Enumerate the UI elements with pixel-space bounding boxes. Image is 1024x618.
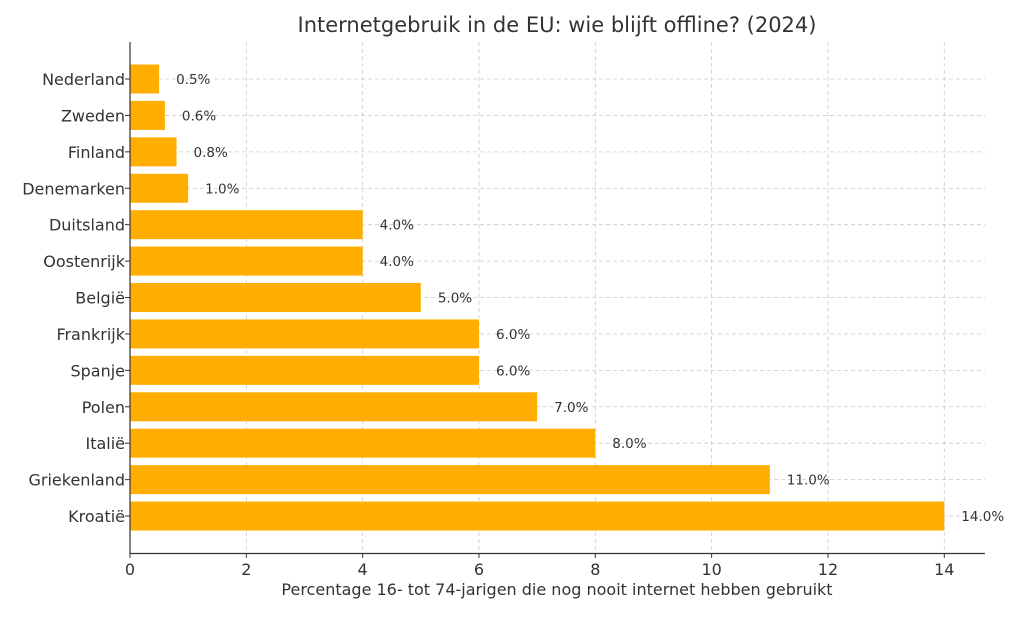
data-label: 8.0%	[612, 436, 646, 452]
bar-nederland	[130, 64, 160, 94]
data-label: 6.0%	[496, 363, 530, 379]
data-label: 6.0%	[496, 327, 530, 343]
y-tick-label: België	[75, 289, 125, 308]
bar-griekenland	[130, 465, 770, 495]
data-label: 7.0%	[554, 400, 588, 416]
data-label: 1.0%	[205, 181, 239, 197]
data-label: 0.5%	[176, 72, 210, 88]
y-tick-label: Nederland	[42, 70, 125, 89]
y-tick-label: Duitsland	[49, 216, 125, 235]
data-label: 0.8%	[194, 145, 228, 161]
x-axis-label: Percentage 16- tot 74-jarigen die nog no…	[281, 580, 832, 599]
y-tick-label: Polen	[82, 398, 125, 417]
bar-zweden	[130, 100, 165, 130]
bar-finland	[130, 137, 177, 167]
bar-spanje	[130, 355, 479, 385]
data-label: 11.0%	[787, 473, 830, 489]
data-label: 4.0%	[380, 218, 414, 234]
y-tick-label: Kroatië	[68, 507, 125, 526]
bar-belgië	[130, 283, 421, 313]
y-tick-label: Frankrijk	[56, 325, 125, 344]
y-tick-label: Finland	[68, 143, 125, 162]
data-label: 4.0%	[380, 254, 414, 270]
bar-frankrijk	[130, 319, 479, 349]
bar-kroatië	[130, 501, 945, 531]
data-label: 5.0%	[438, 291, 472, 307]
x-tick-label: 12	[818, 560, 838, 579]
bar-oostenrijk	[130, 246, 363, 276]
y-tick-label: Spanje	[70, 361, 125, 380]
x-tick-label: 2	[241, 560, 251, 579]
x-tick-label: 6	[474, 560, 484, 579]
bar-italië	[130, 428, 596, 458]
data-label: 0.6%	[182, 108, 216, 124]
chart-title: Internetgebruik in de EU: wie blijft off…	[298, 13, 817, 37]
x-tick-label: 0	[125, 560, 135, 579]
y-tick-label: Denemarken	[22, 179, 125, 198]
y-tick-label: Zweden	[61, 106, 125, 125]
y-tick-label: Oostenrijk	[43, 252, 125, 271]
bar-denemarken	[130, 173, 189, 203]
x-tick-label: 10	[701, 560, 721, 579]
x-tick-label: 8	[590, 560, 600, 579]
y-tick-label: Italië	[85, 434, 125, 453]
x-tick-label: 14	[934, 560, 954, 579]
data-label: 14.0%	[961, 509, 1004, 525]
bar-polen	[130, 392, 538, 422]
bar-duitsland	[130, 210, 363, 240]
x-tick-label: 4	[358, 560, 368, 579]
y-tick-label: Griekenland	[29, 471, 126, 490]
